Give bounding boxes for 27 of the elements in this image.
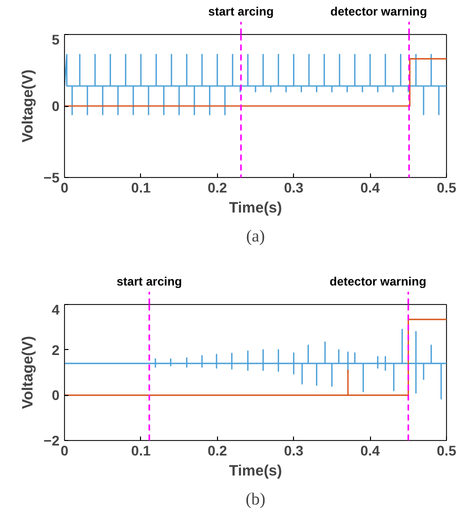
- x-tick-label: 0.2: [208, 442, 228, 458]
- x-tick-label: 0.1: [131, 180, 151, 196]
- y-tick-label: 5: [52, 32, 60, 48]
- ref-line-label: detector warning: [330, 274, 426, 288]
- y-axis-title: Voltage(V): [20, 69, 37, 143]
- text: (a): [246, 226, 265, 246]
- text: (b): [246, 490, 266, 508]
- y-tick-label: 0: [52, 387, 60, 404]
- x-tick-label: 0.4: [360, 180, 380, 196]
- y-axis-title: Voltage(V): [20, 336, 37, 410]
- y-tick-label: −5: [44, 170, 60, 186]
- ref-line-label: start arcing: [208, 4, 274, 18]
- x-tick-label: 0.3: [284, 442, 304, 458]
- y-tick-label: 0: [52, 98, 60, 114]
- x-tick-label: 0.1: [131, 442, 151, 458]
- y-tick-label: 4: [52, 302, 60, 318]
- x-axis-title: Time(s): [228, 200, 282, 216]
- ref-line-label: start arcing: [116, 274, 182, 288]
- x-tick-label: 0.3: [284, 180, 304, 196]
- x-tick-label: 0.4: [360, 442, 380, 458]
- y-tick-label: 2: [52, 342, 60, 358]
- x-tick-label: 0.2: [208, 180, 228, 196]
- x-axis-title: Time(s): [228, 462, 282, 480]
- x-tick-label: 0.5: [436, 442, 456, 458]
- ref-line-label: detector warning: [330, 4, 428, 18]
- x-tick-label: 0.5: [436, 180, 456, 196]
- y-tick-label: −2: [44, 432, 60, 448]
